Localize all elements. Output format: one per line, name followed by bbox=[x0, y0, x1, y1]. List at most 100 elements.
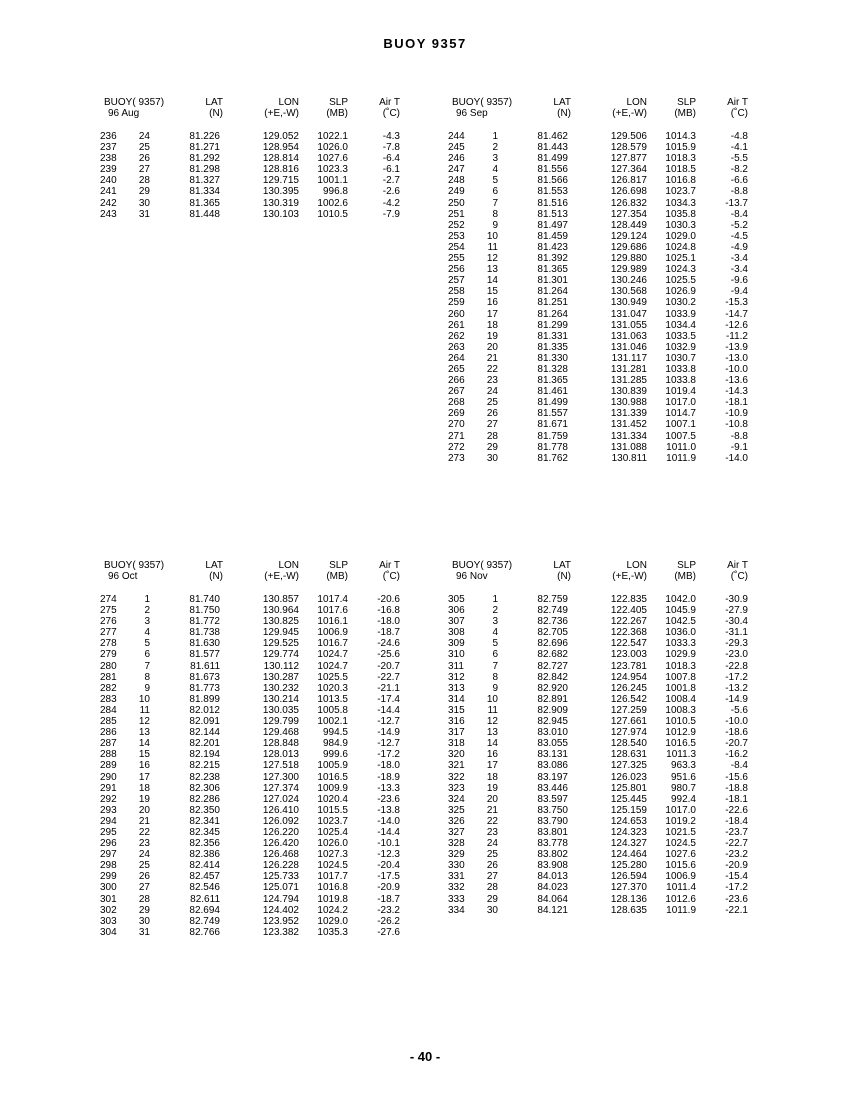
day-of-year-cell: 236 bbox=[100, 131, 117, 142]
day-cell: 30 bbox=[138, 197, 150, 209]
lat-cell: 81.513 bbox=[537, 208, 568, 220]
air-temp-cell: -22.6 bbox=[725, 804, 748, 816]
slp-cell: 1042.5 bbox=[665, 616, 696, 628]
lon-cell: 126.468 bbox=[262, 849, 299, 861]
day-of-year-cell: 268 bbox=[448, 397, 465, 409]
lat-cell: 83.086 bbox=[537, 760, 568, 772]
day-of-year-cell: 256 bbox=[448, 264, 465, 276]
day-cell: 21 bbox=[486, 352, 498, 364]
slp-cell: 1024.8 bbox=[665, 241, 696, 253]
day-cell: 12 bbox=[486, 253, 498, 265]
slp-cell: 1030.2 bbox=[665, 297, 696, 309]
air-temp-cell: -20.7 bbox=[725, 738, 748, 750]
slp-cell: 1018.3 bbox=[665, 660, 696, 672]
lon-cell: 127.877 bbox=[610, 153, 647, 165]
air-temp-cell: -18.7 bbox=[377, 627, 400, 639]
day-of-year-cell: 275 bbox=[100, 605, 117, 617]
slp-cell: 1033.9 bbox=[665, 308, 696, 320]
header-row-2: 96 Oct (N) (+E,-W) (MB) (˚C) bbox=[100, 571, 400, 582]
table-row: 312 8 82.842 124.954 1007.8 -17.2 bbox=[448, 672, 748, 683]
airt-header: Air T bbox=[727, 560, 748, 571]
lon-cell: 130.839 bbox=[610, 386, 647, 398]
table-row: 296 23 82.356 126.420 1026.0 -10.1 bbox=[100, 838, 400, 849]
slp-cell: 1015.6 bbox=[665, 860, 696, 872]
day-of-year-cell: 255 bbox=[448, 253, 465, 265]
table-body: 274 1 81.740 130.857 1017.4 -20.6 275 2 81.750 13… bbox=[100, 594, 400, 938]
day-cell: 14 bbox=[486, 738, 498, 750]
lon-cell: 128.136 bbox=[610, 893, 647, 905]
day-cell: 10 bbox=[138, 693, 150, 705]
buoy-header: BUOY( 9357) bbox=[104, 560, 165, 571]
table-row: 326 22 83.790 124.653 1019.2 -18.4 bbox=[448, 816, 748, 827]
air-temp-cell: -24.6 bbox=[377, 638, 400, 650]
lat-cell: 81.671 bbox=[537, 419, 568, 431]
air-temp-cell: -23.2 bbox=[377, 904, 400, 916]
day-of-year-cell: 304 bbox=[100, 926, 117, 938]
day-of-year-cell: 238 bbox=[100, 153, 117, 165]
table-row: 332 28 84.023 127.370 1011.4 -17.2 bbox=[448, 882, 748, 893]
slp-cell: 1024.5 bbox=[317, 860, 348, 872]
day-of-year-cell: 307 bbox=[448, 616, 465, 628]
lon-cell: 131.055 bbox=[610, 319, 647, 331]
air-temp-cell: -22.7 bbox=[377, 671, 400, 683]
slp-cell: 1016.8 bbox=[317, 882, 348, 894]
lat-cell: 81.740 bbox=[189, 594, 220, 605]
slp-unit: (MB) bbox=[326, 108, 348, 119]
day-cell: 8 bbox=[492, 208, 498, 220]
slp-cell: 1024.7 bbox=[317, 649, 348, 661]
lon-header: LON bbox=[278, 560, 299, 571]
lat-cell: 83.446 bbox=[537, 782, 568, 794]
lon-cell: 128.816 bbox=[262, 164, 299, 176]
lat-cell: 81.762 bbox=[537, 452, 568, 464]
table-row: 310 6 82.682 123.003 1029.9 -23.0 bbox=[448, 649, 748, 660]
lat-cell: 81.365 bbox=[537, 264, 568, 276]
day-cell: 20 bbox=[486, 793, 498, 805]
lon-cell: 123.382 bbox=[262, 926, 299, 938]
table-row: 314 10 82.891 126.542 1008.4 -14.9 bbox=[448, 694, 748, 705]
day-of-year-cell: 262 bbox=[448, 330, 465, 342]
air-temp-cell: -16.2 bbox=[725, 749, 748, 761]
air-temp-cell: -18.8 bbox=[725, 782, 748, 794]
table-row: 236 24 81.226 129.052 1022.1 -4.3 bbox=[100, 131, 400, 142]
table-sep: BUOY( 9357) LAT LON SLP Air T 96 Sep (N) (+E,-W… bbox=[448, 97, 748, 464]
day-of-year-cell: 267 bbox=[448, 386, 465, 398]
day-cell: 12 bbox=[138, 716, 150, 728]
period-label: 96 Sep bbox=[456, 108, 488, 119]
day-of-year-cell: 301 bbox=[100, 893, 117, 905]
lon-cell: 129.124 bbox=[610, 230, 647, 242]
slp-cell: 1010.5 bbox=[317, 208, 348, 220]
lat-cell: 81.673 bbox=[189, 671, 220, 683]
air-temp-cell: -2.6 bbox=[382, 186, 400, 198]
slp-cell: 1019.8 bbox=[317, 893, 348, 905]
day-of-year-cell: 244 bbox=[448, 131, 465, 142]
lon-cell: 130.811 bbox=[611, 452, 647, 464]
air-temp-cell: -14.0 bbox=[725, 452, 748, 464]
lat-cell: 83.597 bbox=[537, 793, 568, 805]
air-temp-cell: -26.2 bbox=[377, 915, 400, 927]
day-of-year-cell: 333 bbox=[448, 893, 465, 905]
slp-cell: 1035.8 bbox=[665, 208, 696, 220]
day-cell: 5 bbox=[492, 175, 498, 187]
lat-cell: 81.365 bbox=[537, 375, 568, 387]
day-of-year-cell: 281 bbox=[100, 671, 117, 683]
air-temp-cell: -15.6 bbox=[725, 771, 748, 783]
day-of-year-cell: 246 bbox=[448, 153, 465, 165]
lon-cell: 129.945 bbox=[262, 627, 299, 639]
table-row: 249 6 81.553 126.698 1023.7 -8.8 bbox=[448, 186, 748, 197]
table-row: 269 26 81.557 131.339 1014.7 -10.9 bbox=[448, 408, 748, 419]
day-cell: 24 bbox=[138, 131, 150, 142]
day-of-year-cell: 308 bbox=[448, 627, 465, 639]
lat-cell: 82.736 bbox=[537, 616, 568, 628]
header-row-1: BUOY( 9357) LAT LON SLP Air T bbox=[100, 560, 400, 571]
day-cell: 25 bbox=[486, 397, 498, 409]
air-temp-cell: -10.0 bbox=[725, 716, 748, 728]
day-cell: 5 bbox=[144, 638, 150, 650]
day-of-year-cell: 271 bbox=[448, 430, 465, 442]
day-of-year-cell: 273 bbox=[448, 452, 465, 464]
table-row: 328 24 83.778 124.327 1024.5 -22.7 bbox=[448, 838, 748, 849]
day-of-year-cell: 291 bbox=[100, 782, 117, 794]
slp-cell: 1030.3 bbox=[665, 219, 696, 231]
lon-cell: 129.525 bbox=[262, 638, 299, 650]
air-temp-cell: -23.7 bbox=[725, 826, 748, 838]
lon-cell: 129.715 bbox=[262, 175, 299, 187]
